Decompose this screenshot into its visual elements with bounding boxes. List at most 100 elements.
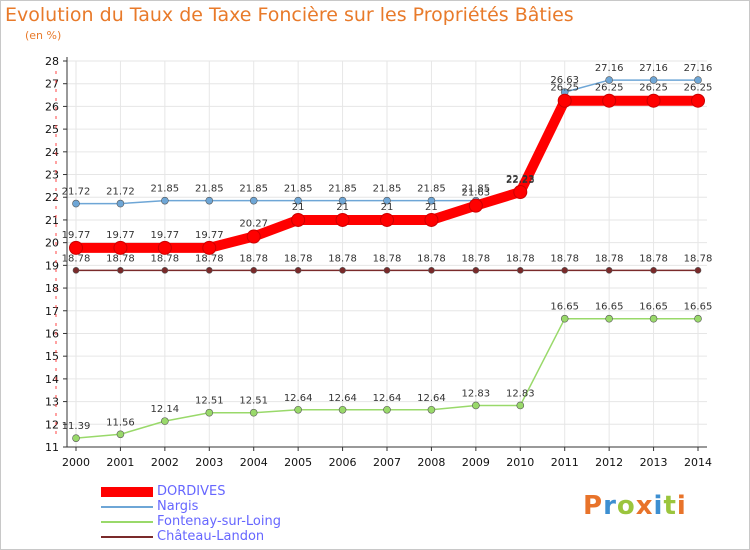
y-tick-label: 12 [45,418,59,431]
data-point-dordives [602,93,617,108]
data-point-dordives [380,212,394,227]
logo-letter: r [603,491,617,521]
data-label-nargis: 21.85 [151,184,180,195]
data-point-fontenay-sur-loing [383,405,391,414]
chart-title: Evolution du Taux de Taxe Foncière sur l… [5,4,574,26]
data-label-fontenay-sur-loing: 12.64 [417,393,446,404]
data-label-nargis: 27.16 [595,63,624,74]
data-point-dordives [691,93,705,108]
data-point-chateau-landon [205,267,213,274]
data-point-dordives [335,212,350,227]
legend-label: Nargis [157,499,199,514]
data-label-dordives: 19.77 [151,230,180,241]
data-point-chateau-landon [428,267,435,274]
x-tick-label: 2014 [684,456,712,469]
legend-swatch [101,506,153,508]
x-tick-label: 2005 [284,456,312,469]
data-point-dordives [246,229,261,244]
data-point-dordives [113,240,128,255]
data-label-fontenay-sur-loing: 12.51 [195,396,224,407]
y-tick-label: 16 [45,327,59,340]
y-tick-label: 24 [45,146,59,159]
y-tick-label: 22 [45,191,59,204]
data-label-nargis: 21.85 [373,184,402,195]
y-tick-label: 18 [45,282,59,295]
data-label-nargis: 21.72 [106,187,135,198]
data-label-chateau-landon: 18.78 [506,253,535,264]
data-point-dordives [646,93,661,108]
data-label-dordives: 26.25 [595,83,624,94]
data-point-fontenay-sur-loing [249,408,258,417]
data-label-fontenay-sur-loing: 12.51 [239,396,268,407]
legend-label: Fontenay-sur-Loing [157,514,281,529]
data-point-fontenay-sur-loing [205,408,214,417]
logo-letter: t [663,491,677,521]
logo-letter: o [616,491,636,521]
data-point-fontenay-sur-loing [472,401,480,410]
data-label-dordives: 21 [292,202,305,213]
data-label-chateau-landon: 18.78 [373,253,402,264]
data-point-fontenay-sur-loing [605,314,613,323]
data-point-chateau-landon [650,267,657,274]
data-point-fontenay-sur-loing [560,314,569,323]
data-label-fontenay-sur-loing: 12.83 [462,388,491,399]
x-tick-label: 2012 [595,456,623,469]
y-tick-label: 26 [45,100,59,113]
data-point-dordives [424,212,439,227]
data-label-fontenay-sur-loing: 11.39 [62,421,91,432]
data-point-chateau-landon [117,267,124,274]
y-tick-label: 11 [45,441,59,454]
data-point-chateau-landon [561,267,569,274]
data-point-chateau-landon [72,267,80,274]
data-label-nargis: 21.85 [239,184,268,195]
data-label-chateau-landon: 18.78 [151,253,180,264]
y-tick-label: 13 [45,396,59,409]
data-point-dordives [468,198,483,213]
data-label-chateau-landon: 18.78 [684,253,713,264]
data-label-nargis: 27.16 [684,63,713,74]
data-label-chateau-landon: 18.78 [328,253,357,264]
data-point-fontenay-sur-loing [294,405,302,414]
data-point-chateau-landon [472,267,480,274]
data-label-nargis: 21.85 [195,184,224,195]
y-tick-label: 14 [45,373,59,386]
x-tick-label: 2009 [462,456,490,469]
data-label-fontenay-sur-loing: 16.65 [595,302,624,313]
data-point-fontenay-sur-loing [116,430,125,439]
data-label-nargis: 21.85 [328,184,357,195]
data-label-dordives: 21 [381,202,394,213]
y-tick-label: 25 [45,123,59,136]
data-label-dordives: 19.77 [62,230,91,241]
data-point-nargis [427,196,436,205]
x-tick-label: 2010 [506,456,534,469]
data-point-fontenay-sur-loing [427,405,436,414]
y-tick-label: 17 [45,305,59,318]
data-label-dordives: 26.25 [684,83,713,94]
data-point-chateau-landon [694,267,702,274]
y-tick-label: 15 [45,350,59,363]
data-point-dordives [557,93,572,108]
x-tick-label: 2003 [195,456,223,469]
data-label-fontenay-sur-loing: 16.65 [639,302,668,313]
data-point-nargis [205,196,214,205]
legend-swatch [101,536,153,538]
data-point-nargis [649,76,658,84]
data-point-chateau-landon [339,267,346,274]
data-label-chateau-landon: 18.78 [639,253,668,264]
data-point-nargis [116,199,125,208]
data-point-chateau-landon [161,267,169,274]
data-label-dordives: 22.23 [506,174,535,185]
data-point-dordives [157,240,172,255]
data-point-dordives [291,212,306,227]
data-point-nargis [161,196,169,205]
data-point-dordives [69,240,83,255]
data-point-chateau-landon [516,267,524,274]
data-label-fontenay-sur-loing: 12.83 [506,388,535,399]
legend-label: Château-Landon [157,529,265,544]
x-tick-label: 2001 [106,456,134,469]
data-label-nargis: 27.16 [639,63,668,74]
data-label-dordives: 19.77 [195,230,224,241]
data-label-fontenay-sur-loing: 16.65 [550,302,579,313]
logo-letter: P [583,491,604,521]
